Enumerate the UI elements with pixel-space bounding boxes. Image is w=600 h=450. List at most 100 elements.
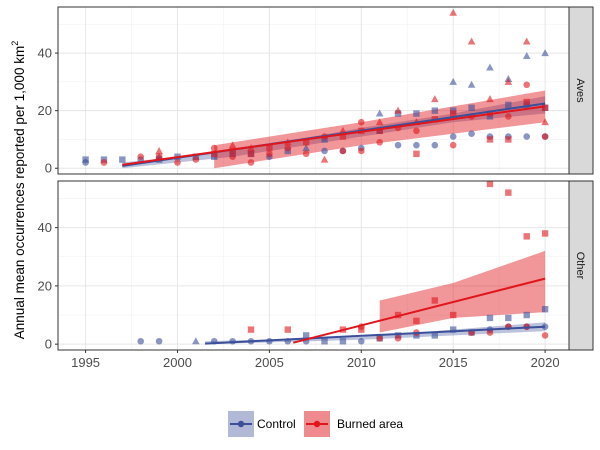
data-point-burned-area — [266, 150, 273, 158]
data-point-burned-area — [504, 77, 513, 85]
y-axis-title-superscript: 2 — [10, 41, 20, 46]
data-point-control — [431, 107, 439, 114]
data-point-burned-area — [376, 139, 383, 146]
data-point-control — [541, 306, 549, 313]
data-point-burned-area — [155, 153, 163, 160]
x-tick-label: 1995 — [71, 355, 100, 370]
data-point-burned-area — [266, 144, 273, 152]
data-point-burned-area — [431, 297, 439, 304]
data-point-burned-area — [523, 233, 530, 240]
data-point-burned-area — [394, 335, 402, 342]
data-point-burned-area — [247, 159, 255, 166]
data-point-burned-area — [394, 106, 402, 114]
data-point-burned-area — [486, 181, 494, 188]
data-point-control — [357, 337, 365, 345]
grid-lines — [58, 181, 569, 350]
y-tick-label: 40 — [38, 46, 52, 61]
facet-strip-background — [568, 6, 594, 175]
data-point-control — [82, 156, 89, 163]
data-point-burned-area — [449, 8, 457, 16]
legend-key-point — [313, 420, 321, 428]
data-point-control — [505, 314, 512, 322]
data-point-burned-area — [339, 133, 347, 140]
facet-strip-label: Aves — [574, 78, 586, 103]
plot-area — [137, 181, 549, 345]
x-axis: 1995 2000 2005 2010 2015 2020 — [71, 350, 560, 370]
data-point-burned-area — [541, 133, 549, 140]
data-point-burned-area — [522, 37, 531, 45]
data-point-burned-area — [486, 95, 494, 103]
data-point-burned-area — [100, 159, 108, 166]
data-point-burned-area — [192, 156, 200, 163]
y-tick-label: 0 — [45, 161, 52, 176]
data-point-control — [431, 141, 439, 149]
data-point-burned-area — [486, 329, 494, 336]
data-point-burned-area — [247, 150, 255, 158]
y-axis: 0 20 40 — [38, 46, 58, 176]
data-point-control — [468, 104, 475, 111]
y-axis-title: Annual mean occurrences reported per 1,0… — [10, 41, 27, 339]
panel-aves: Aves 0 20 40 — [38, 6, 594, 176]
trend-line-burned-area — [122, 105, 546, 166]
data-point-control — [137, 337, 145, 345]
panel-background — [58, 181, 569, 350]
data-point-control — [302, 332, 310, 339]
data-point-burned-area — [449, 110, 457, 117]
x-tick-label: 2000 — [163, 355, 192, 370]
data-point-burned-area — [302, 139, 310, 146]
data-point-burned-area — [211, 150, 218, 158]
data-point-burned-area — [541, 230, 549, 237]
data-point-control — [541, 49, 549, 57]
x-tick-label: 2020 — [531, 355, 560, 370]
data-point-control — [119, 156, 126, 163]
data-point-burned-area — [541, 104, 549, 111]
data-point-burned-area — [229, 147, 236, 155]
data-point-control — [431, 332, 439, 339]
data-point-burned-area — [431, 95, 439, 103]
trend-line-burned-area — [293, 277, 546, 344]
confidence-ribbon-burned-area — [379, 250, 546, 333]
data-point-burned-area — [320, 155, 329, 163]
data-point-burned-area — [523, 81, 531, 89]
facet-strip-label: Other — [574, 252, 586, 280]
data-point-burned-area — [357, 118, 365, 126]
panel-other: Other 0 20 40 — [38, 180, 594, 352]
data-point-control — [413, 141, 420, 149]
x-tick-label: 2015 — [439, 355, 468, 370]
data-point-burned-area — [229, 153, 236, 161]
data-point-burned-area — [541, 118, 549, 126]
y-axis-title-main: Annual mean occurrences reported per 1,0… — [12, 46, 27, 339]
data-point-burned-area — [284, 144, 292, 152]
legend-label: Control — [257, 417, 296, 431]
facet-strip: Aves — [568, 6, 594, 175]
confidence-ribbon-control — [122, 96, 546, 169]
panel-background — [58, 7, 569, 174]
data-point-control — [339, 338, 347, 345]
data-point-control — [449, 133, 457, 140]
data-point-burned-area — [449, 311, 457, 319]
data-point-burned-area — [247, 326, 255, 333]
facet-strip-background — [568, 180, 594, 351]
data-point-control — [468, 130, 475, 137]
data-point-control — [449, 326, 457, 333]
legend-item-burned-area: Burned area — [304, 411, 403, 437]
legend-key-point — [237, 420, 245, 428]
trend-line-control — [205, 325, 546, 345]
data-point-burned-area — [174, 159, 181, 166]
data-point-control — [302, 144, 310, 152]
panels-layer: Aves 0 20 40 Other 0 20 40 — [38, 6, 594, 352]
legend-label: Burned area — [337, 417, 403, 431]
data-point-burned-area — [413, 150, 420, 158]
data-point-burned-area — [137, 153, 145, 161]
data-point-control — [413, 110, 420, 117]
data-point-burned-area — [375, 118, 384, 126]
data-point-burned-area — [505, 189, 512, 196]
data-point-burned-area — [413, 127, 420, 135]
data-point-burned-area — [284, 326, 291, 333]
data-point-control — [523, 311, 530, 319]
data-point-burned-area — [228, 141, 237, 149]
y-tick-label: 40 — [38, 220, 52, 235]
data-point-burned-area — [155, 146, 163, 154]
data-point-control — [394, 141, 402, 149]
